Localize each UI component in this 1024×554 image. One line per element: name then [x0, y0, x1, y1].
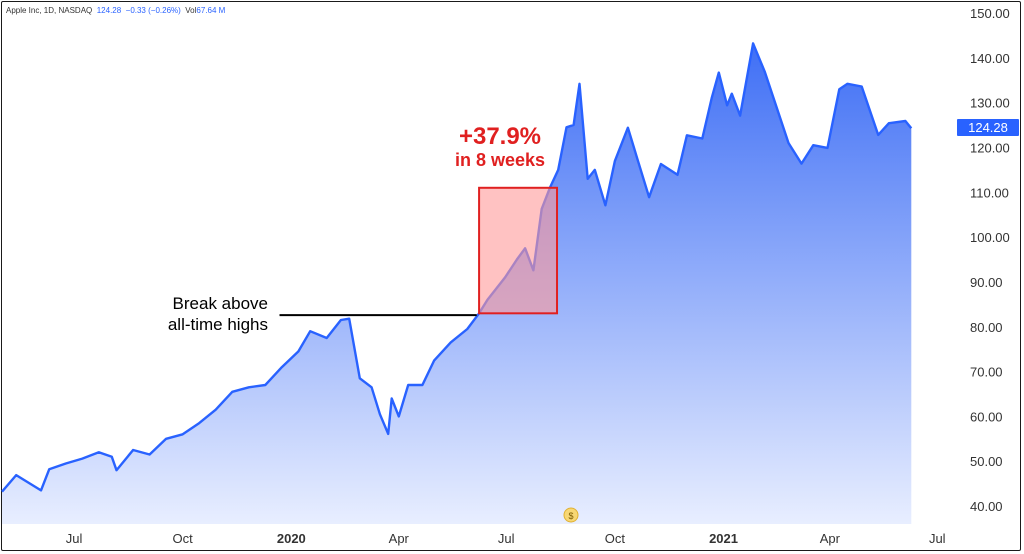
breakout-label-line2: all-time highs [168, 315, 268, 334]
y-tick-label: 50.00 [970, 454, 1003, 469]
x-axis: Jul Oct 2020 Apr Jul Oct 2021 Apr Jul [66, 531, 946, 546]
x-tick-label: 2020 [277, 531, 306, 546]
chart-header: Apple Inc, 1D, NASDAQ 124.28 −0.33 (−0.2… [6, 6, 225, 15]
y-tick-label: 120.00 [970, 140, 1010, 155]
dollar-badge-icon[interactable]: $ [563, 507, 579, 523]
price-value: 124.28 [96, 6, 122, 15]
gain-period-label: in 8 weeks [455, 150, 545, 170]
last-price-tag: 124.28 [957, 119, 1019, 136]
gain-highlight-box [478, 186, 559, 315]
price-area [2, 43, 912, 525]
x-tick-label: Jul [66, 531, 83, 546]
y-tick-label: 40.00 [970, 499, 1003, 514]
breakout-label-line1: Break above [173, 294, 268, 313]
y-tick-label: 130.00 [970, 96, 1010, 111]
x-tick-label: Oct [173, 531, 194, 546]
dollar-badge-symbol: $ [568, 511, 573, 521]
y-tick-label: 150.00 [970, 6, 1010, 21]
price-change: −0.33 (−0.26%) [125, 6, 181, 15]
symbol-label: Apple Inc, 1D, NASDAQ [6, 6, 93, 15]
x-tick-label: Apr [820, 531, 841, 546]
x-tick-label: Jul [498, 531, 515, 546]
volume-label: Vol [185, 6, 197, 15]
x-tick-label: Apr [389, 531, 410, 546]
x-tick-label: Jul [929, 531, 946, 546]
volume-value: 67.64 M [196, 6, 226, 15]
y-tick-label: 90.00 [970, 275, 1003, 290]
y-tick-label: 110.00 [970, 185, 1009, 200]
gain-percent-label: +37.9% [459, 123, 541, 150]
y-tick-label: 140.00 [970, 51, 1010, 66]
x-tick-label: 2021 [709, 531, 738, 546]
y-tick-label: 70.00 [970, 365, 1003, 380]
last-price-value: 124.28 [968, 120, 1008, 135]
y-tick-label: 60.00 [970, 409, 1003, 424]
y-tick-label: 100.00 [970, 230, 1010, 245]
x-tick-label: Oct [605, 531, 626, 546]
y-axis: 150.00 140.00 130.00 120.00 110.00 100.00 90.0… [970, 6, 1010, 514]
y-tick-label: 80.00 [970, 320, 1003, 335]
